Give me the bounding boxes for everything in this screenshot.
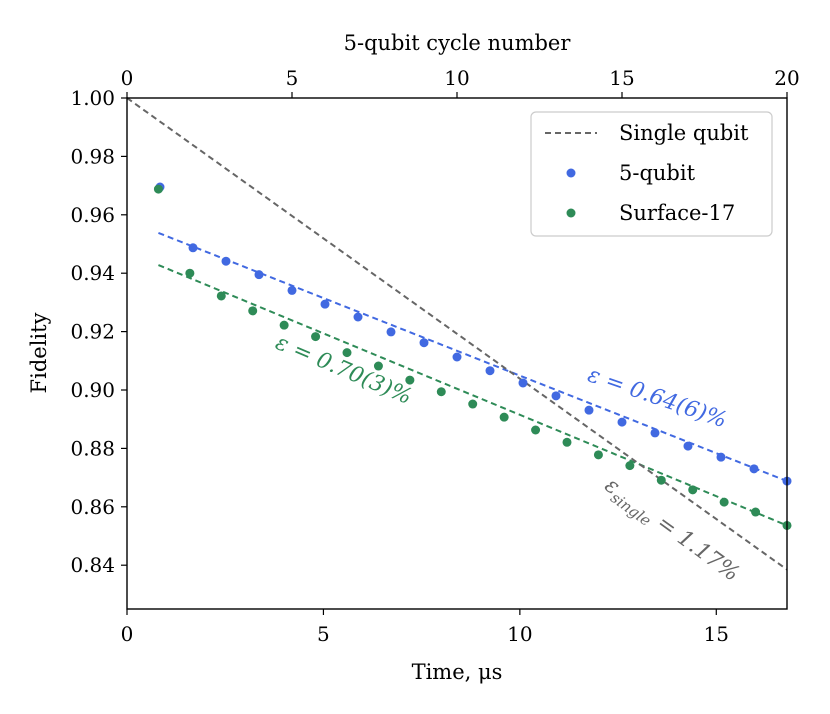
x-tick-label-3: 15: [704, 622, 729, 646]
y-tick-label-1: 0.86: [70, 495, 115, 519]
surface-17-fit-line: [158, 264, 788, 527]
y-tick-label-6: 0.96: [70, 203, 115, 227]
y-tick-label-4: 0.92: [70, 320, 115, 344]
annotation-single-value: = 1.17%: [646, 506, 743, 586]
data-points: [153, 182, 792, 530]
y-tick-label-7: 0.98: [70, 144, 115, 168]
top-x-axis-title: 5-qubit cycle number: [344, 31, 572, 55]
axis-ticks: 0 5 10 15 0 5 10 15 20 0.84 0.86 0.88 0.90 0.92 0.94 0.…: [70, 66, 799, 646]
surface-17-point-12: [531, 425, 541, 435]
surface-17-point-6: [342, 348, 352, 358]
5-qubit-point-15: [650, 428, 660, 438]
y-tick-label-0: 0.84: [70, 553, 115, 577]
5-qubit-point-3: [254, 270, 264, 280]
x-axis-title: Time, μs: [412, 660, 503, 684]
legend: Single qubit 5-qubit Surface-17: [530, 111, 773, 237]
single-qubit-line: [126, 97, 788, 571]
5-qubit-point-9: [452, 352, 462, 362]
5-qubit-point-1: [188, 243, 198, 253]
surface-17-point-16: [656, 475, 666, 485]
5-qubit-point-17: [716, 452, 726, 462]
legend-label-surface17: Surface-17: [619, 201, 735, 225]
5-qubit-point-14: [617, 417, 627, 427]
5-qubit-point-12: [551, 391, 561, 401]
legend-label-5qubit: 5-qubit: [619, 161, 696, 185]
top-x-tick-label-0: 0: [121, 66, 134, 90]
annotation-single-qubit: εsingle = 1.17%: [598, 473, 744, 590]
x-tick-label-2: 10: [507, 622, 532, 646]
surface-17-point-18: [719, 497, 729, 507]
plot-frame: [126, 97, 788, 610]
legend-surface17-swatch: [566, 208, 576, 218]
top-x-tick-label-1: 5: [286, 66, 299, 90]
top-x-tick-label-3: 15: [609, 66, 634, 90]
surface-17-point-15: [625, 461, 635, 471]
surface-17-point-5: [311, 332, 321, 342]
5-qubit-point-18: [749, 464, 759, 474]
surface-17-point-0: [153, 184, 163, 194]
top-x-tick-label-4: 20: [774, 66, 799, 90]
y-tick-label-8: 1.00: [70, 86, 115, 110]
5-qubit-point-5: [320, 299, 330, 309]
surface-17-point-1: [185, 268, 195, 278]
5-qubit-point-2: [221, 256, 231, 266]
annotation-5qubit: ε = 0.64(6)%: [584, 362, 730, 433]
y-tick-label-2: 0.88: [70, 436, 115, 460]
5-qubit-point-6: [353, 312, 363, 322]
surface-17-point-7: [373, 361, 383, 371]
y-tick-label-5: 0.94: [70, 261, 115, 285]
legend-5qubit-swatch: [566, 168, 576, 178]
x-tick-label-1: 5: [317, 622, 330, 646]
5-qubit-point-4: [287, 285, 297, 295]
surface-17-point-8: [405, 375, 415, 385]
5-qubit-point-11: [518, 378, 528, 388]
surface-17-point-13: [562, 437, 572, 447]
surface-17-point-17: [688, 485, 698, 495]
surface-17-point-14: [593, 450, 603, 460]
5-qubit-point-10: [485, 366, 495, 376]
surface-17-point-2: [216, 291, 226, 301]
surface-17-point-11: [499, 412, 509, 422]
5-qubit-point-13: [584, 405, 594, 415]
legend-box: [530, 111, 773, 237]
legend-label-single-qubit: Single qubit: [619, 121, 749, 145]
y-tick-label-3: 0.90: [70, 378, 115, 402]
5-qubit-point-16: [683, 441, 693, 451]
surface-17-point-4: [279, 320, 289, 330]
surface-17-point-19: [751, 507, 761, 517]
surface-17-point-9: [436, 387, 446, 397]
y-axis-title: Fidelity: [27, 312, 51, 393]
5-qubit-point-8: [419, 338, 429, 348]
top-x-tick-label-2: 10: [444, 66, 469, 90]
x-tick-label-0: 0: [121, 622, 134, 646]
5-qubit-fit-line: [158, 231, 788, 483]
5-qubit-point-7: [386, 327, 396, 337]
surface-17-point-3: [248, 306, 258, 316]
surface-17-point-10: [468, 399, 478, 409]
